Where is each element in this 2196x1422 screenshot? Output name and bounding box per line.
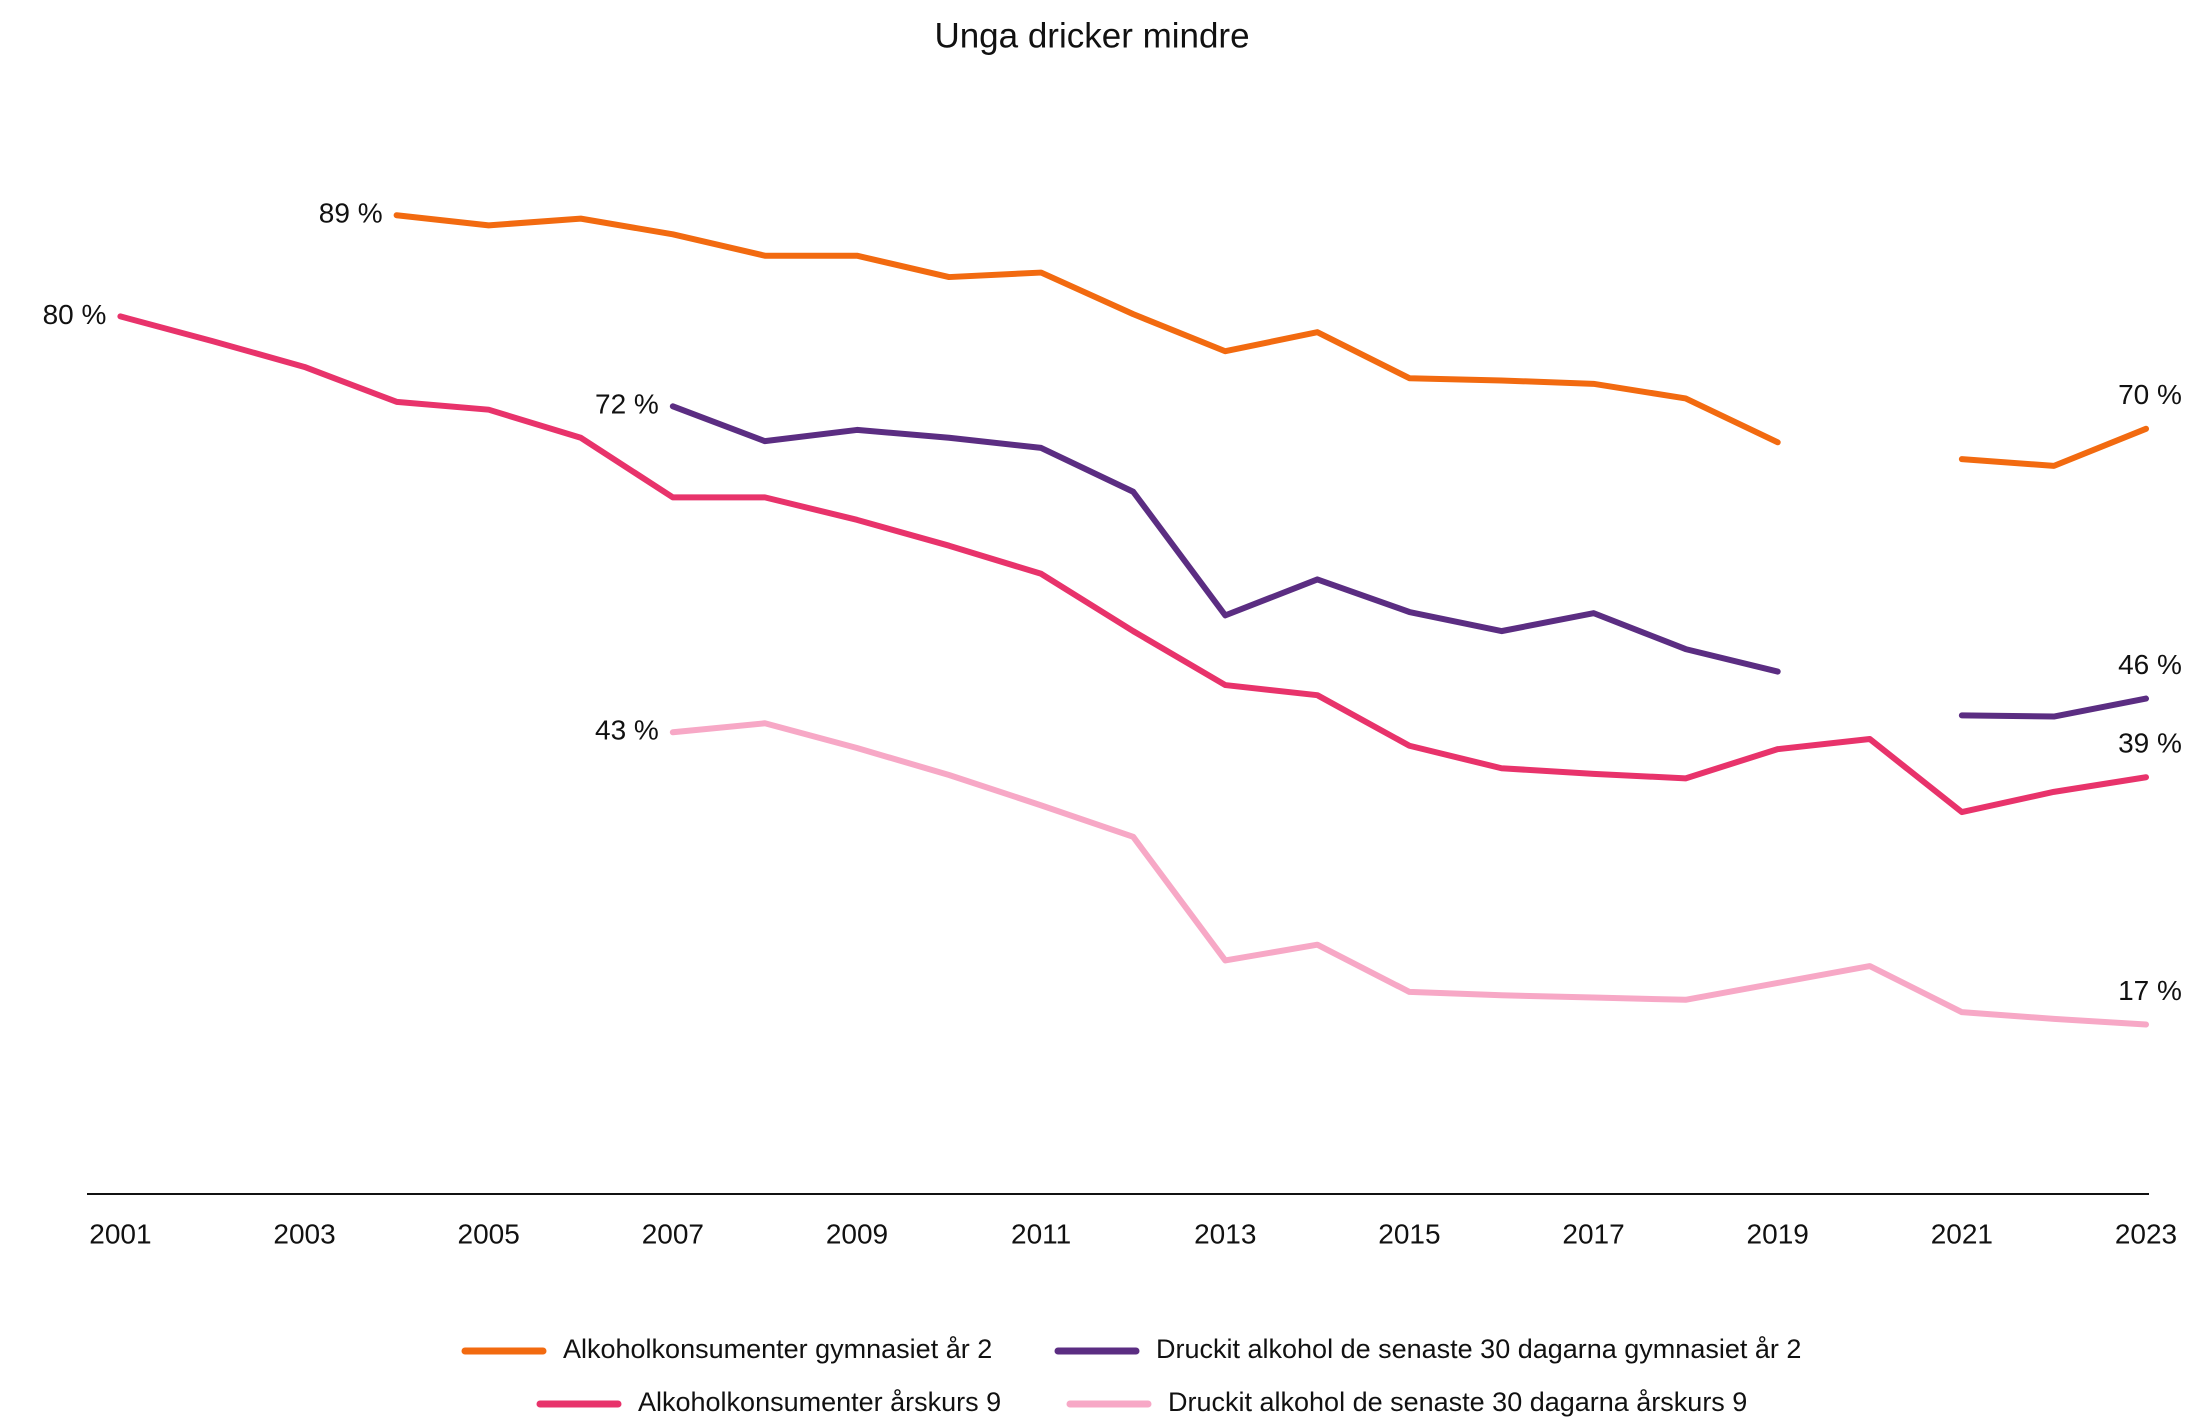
- x-tick-label: 2017: [1562, 1218, 1624, 1249]
- x-tick-label: 2007: [642, 1218, 704, 1249]
- x-tick-label: 2005: [458, 1218, 520, 1249]
- series-line: [393, 212, 1781, 446]
- data-label: 89 %: [319, 198, 383, 229]
- legend-label: Alkoholkonsumenter gymnasiet år 2: [563, 1334, 992, 1364]
- x-tick-label: 2021: [1931, 1218, 1993, 1249]
- series-line: [117, 313, 2149, 816]
- series-line: [669, 720, 2149, 1028]
- data-label: 80 %: [43, 299, 107, 330]
- legend-label: Druckit alkohol de senaste 30 dagarna gy…: [1156, 1334, 1801, 1364]
- series-line: [1958, 425, 2149, 469]
- data-label: 72 %: [595, 389, 659, 420]
- series-line: [1958, 695, 2149, 720]
- series-line: [669, 403, 1781, 675]
- x-tick-label: 2013: [1194, 1218, 1256, 1249]
- data-label: 70 %: [2118, 379, 2182, 410]
- x-tick-label: 2023: [2115, 1218, 2177, 1249]
- data-label: 17 %: [2118, 975, 2182, 1006]
- legend-label: Druckit alkohol de senaste 30 dagarna år…: [1168, 1387, 1747, 1417]
- x-tick-label: 2001: [89, 1218, 151, 1249]
- x-tick-label: 2009: [826, 1218, 888, 1249]
- x-tick-label: 2003: [273, 1218, 335, 1249]
- x-tick-label: 2015: [1378, 1218, 1440, 1249]
- data-label: 39 %: [2118, 728, 2182, 759]
- data-label: 43 %: [595, 715, 659, 746]
- data-label: 46 %: [2118, 649, 2182, 680]
- legend-label: Alkoholkonsumenter årskurs 9: [638, 1387, 1001, 1417]
- x-tick-label: 2011: [1011, 1218, 1071, 1249]
- x-tick-label: 2019: [1747, 1218, 1809, 1249]
- chart-title: Unga dricker mindre: [934, 16, 1249, 55]
